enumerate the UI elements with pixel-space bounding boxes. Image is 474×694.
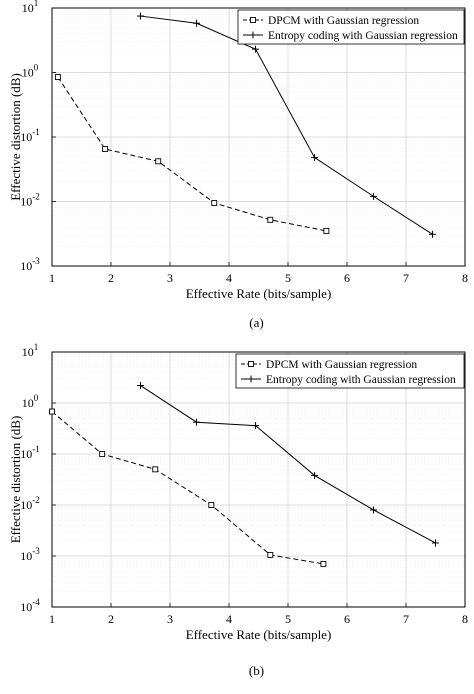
data-point-square	[155, 158, 162, 165]
data-point-plus	[370, 192, 378, 200]
data-point-plus	[311, 471, 319, 479]
data-point-square	[320, 560, 327, 567]
x-tick-label: 2	[108, 612, 114, 626]
y-tick-label: 101	[22, 0, 39, 15]
x-tick-label: 2	[108, 271, 114, 285]
x-tick-label: 6	[344, 612, 350, 626]
data-point-square	[49, 408, 55, 415]
data-point-plus	[429, 230, 437, 238]
x-tick-label: 1	[49, 271, 55, 285]
x-tick-label: 3	[167, 271, 173, 285]
data-point-plus	[137, 12, 144, 20]
data-point-square	[54, 74, 61, 81]
data-point-plus	[311, 154, 319, 162]
data-point-square	[208, 502, 215, 508]
y-tick-label: 10-3	[20, 256, 40, 273]
data-point-plus	[193, 418, 201, 426]
x-tick-label: 3	[167, 612, 173, 626]
legend-label: DPCM with Gaussian regression	[266, 359, 417, 371]
data-point-square	[323, 227, 330, 234]
x-tick-label: 4	[226, 612, 232, 626]
data-point-plus	[193, 19, 201, 27]
data-point-plus	[252, 422, 260, 430]
legend-box	[235, 353, 465, 389]
legend-label: Entropy coding with Gaussian regression	[266, 374, 456, 386]
y-tick-label: 101	[22, 342, 39, 359]
x-tick-label: 6	[344, 271, 350, 285]
legend-label: DPCM with Gaussian regression	[268, 15, 419, 27]
y-tick-label: 10-2	[20, 495, 40, 512]
data-point-plus	[252, 45, 260, 53]
data-point-square	[267, 216, 274, 223]
data-point-square	[102, 146, 109, 153]
series-line-1	[51, 411, 324, 565]
data-point-square	[99, 451, 106, 457]
x-tick-label: 8	[462, 612, 468, 626]
subfigure-caption: (a)	[249, 315, 263, 330]
subfigure-caption: (b)	[249, 663, 264, 678]
legend: DPCM with Gaussian regression Entropy cod…	[237, 9, 465, 45]
x-axis-label: Effective Rate (bits/sample)	[186, 286, 332, 301]
y-axis-label: Effective distortion (dB)	[8, 73, 23, 201]
chart-b: 1 2 3 4 5 6 7 8 101 100 10-1 10-2 10-3 10-4 Effective …	[8, 342, 468, 678]
x-tick-label: 5	[285, 612, 291, 626]
y-tick-label: 100	[22, 63, 39, 80]
x-tick-label: 5	[285, 271, 291, 285]
legend: DPCM with Gaussian regression Entropy cod…	[235, 353, 465, 389]
series-line-2	[140, 15, 433, 235]
y-tick-label: 10-2	[20, 192, 40, 209]
x-tick-label: 8	[462, 271, 468, 285]
y-tick-label: 10-1	[20, 127, 40, 144]
y-axis-label: Effective distortion (dB)	[8, 416, 23, 544]
data-point-square	[211, 199, 218, 206]
y-tick-label: 100	[22, 393, 39, 410]
y-tick-label: 10-3	[20, 546, 40, 563]
data-point-plus	[432, 539, 439, 547]
legend-marker-square	[248, 361, 254, 367]
x-tick-label: 7	[403, 612, 409, 626]
data-point-square	[152, 466, 159, 473]
y-tick-label: 10-1	[20, 444, 40, 461]
x-tick-label: 1	[49, 612, 55, 626]
x-axis-label: Effective Rate (bits/sample)	[186, 627, 332, 642]
x-tick-label: 4	[226, 271, 232, 285]
plot-frame	[51, 351, 466, 608]
y-tick-label: 10-4	[20, 597, 40, 614]
legend-label: Entropy coding with Gaussian regression	[268, 30, 458, 42]
legend-box	[237, 9, 465, 45]
data-point-plus	[370, 506, 378, 514]
series-line-2	[140, 385, 436, 544]
legend-marker-square	[250, 17, 256, 23]
data-point-plus	[137, 382, 144, 390]
data-point-square	[267, 551, 274, 558]
chart-a: 1 2 3 4 5 6 7 8 101 100 10-1 10-2 10-3 Effective Rate…	[8, 0, 468, 330]
x-tick-label: 7	[403, 271, 409, 285]
